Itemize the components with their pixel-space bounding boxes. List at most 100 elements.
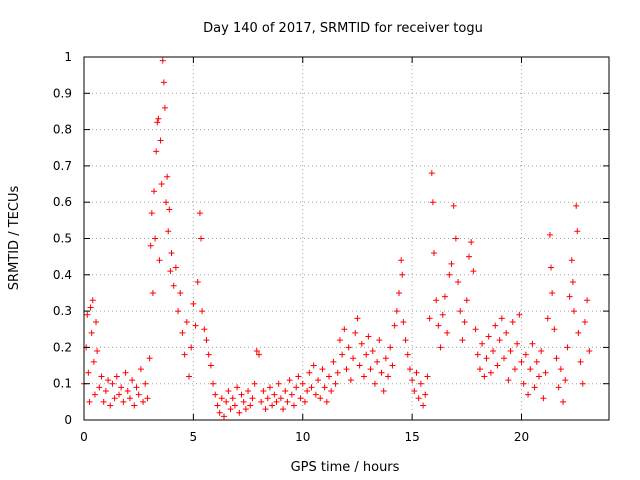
data-point — [210, 380, 217, 387]
data-point — [90, 358, 97, 365]
y-tick-label: 0.8 — [53, 123, 72, 137]
data-point — [291, 402, 297, 409]
data-point — [396, 289, 402, 296]
data-point — [147, 242, 154, 249]
data-point — [400, 318, 407, 325]
data-point — [269, 402, 276, 409]
y-tick-label: 0.3 — [53, 304, 72, 318]
data-point — [319, 366, 326, 373]
data-point — [361, 373, 367, 380]
data-point — [586, 348, 593, 355]
data-point — [415, 395, 422, 402]
data-point — [288, 391, 295, 398]
data-point — [190, 300, 197, 307]
grid — [84, 57, 609, 420]
data-point — [522, 351, 529, 358]
data-point — [131, 402, 138, 409]
data-point — [310, 362, 317, 369]
data-point — [96, 384, 103, 391]
data-point — [507, 348, 514, 355]
data-point — [527, 366, 534, 373]
data-point — [94, 348, 101, 355]
data-point — [358, 340, 365, 347]
data-point — [577, 358, 584, 365]
data-point — [295, 373, 302, 380]
x-tick-label: 0 — [80, 430, 88, 444]
data-point — [168, 250, 175, 257]
data-point — [124, 387, 131, 394]
data-point — [225, 387, 232, 394]
data-point — [516, 311, 523, 318]
data-point — [157, 137, 164, 144]
data-point — [142, 380, 149, 387]
data-point — [221, 413, 227, 420]
data-point — [435, 322, 442, 329]
data-point — [431, 250, 437, 257]
data-point — [574, 228, 581, 235]
data-point — [120, 398, 127, 405]
data-point — [336, 337, 343, 344]
data-point — [371, 380, 378, 387]
data-point — [376, 337, 383, 344]
data-point — [514, 340, 521, 347]
data-point — [459, 337, 466, 344]
data-point — [562, 377, 569, 384]
data-point — [555, 384, 562, 391]
data-point — [251, 380, 258, 387]
x-tick-labels: 0 5 10 15 20 — [80, 430, 529, 444]
data-point — [413, 369, 420, 376]
data-point — [518, 358, 525, 365]
data-point — [135, 391, 142, 398]
data-point — [549, 289, 556, 296]
data-point — [354, 315, 361, 322]
data-point — [424, 373, 431, 380]
data-point — [584, 297, 591, 304]
data-point — [253, 348, 260, 355]
data-point — [417, 380, 424, 387]
data-point — [165, 228, 172, 235]
data-point — [450, 202, 457, 209]
data-point — [201, 326, 208, 333]
data-point — [389, 362, 396, 369]
data-point — [347, 377, 354, 384]
data-point — [332, 380, 339, 387]
data-point — [382, 355, 389, 362]
data-point — [525, 391, 532, 398]
data-point — [273, 398, 280, 405]
data-point — [98, 373, 105, 380]
data-point — [553, 355, 560, 362]
data-point — [151, 188, 157, 195]
data-point — [304, 387, 311, 394]
data-point — [503, 329, 510, 336]
data-point — [579, 380, 586, 387]
y-axis-label: SRMTID / TECUs — [7, 186, 22, 291]
data-point — [299, 380, 306, 387]
data-point — [107, 402, 114, 409]
data-point — [428, 170, 435, 177]
data-point — [223, 398, 230, 405]
x-tick-label: 20 — [514, 430, 529, 444]
data-point — [343, 366, 350, 373]
data-point — [455, 279, 462, 286]
x-tick-label: 10 — [295, 430, 310, 444]
data-point — [426, 315, 433, 322]
plot-frame — [83, 56, 610, 421]
data-point — [446, 271, 453, 278]
data-point — [91, 391, 98, 398]
data-point — [509, 318, 516, 325]
data-point — [297, 395, 304, 402]
data-point — [341, 326, 348, 333]
data-point — [238, 391, 245, 398]
y-tick-label: 0.5 — [53, 232, 72, 246]
data-point — [227, 406, 234, 413]
data-point — [575, 329, 582, 336]
data-point — [531, 384, 538, 391]
data-point — [161, 104, 168, 111]
data-point — [439, 311, 446, 318]
y-tick-labels: 0 0.1 0.2 0.3 0.4 0.5 0.6 0.7 0.8 0.9 1 — [53, 50, 72, 427]
data-point — [398, 257, 405, 264]
data-point — [437, 344, 444, 351]
data-point — [152, 235, 159, 242]
data-point — [229, 395, 236, 402]
data-point — [573, 202, 580, 209]
